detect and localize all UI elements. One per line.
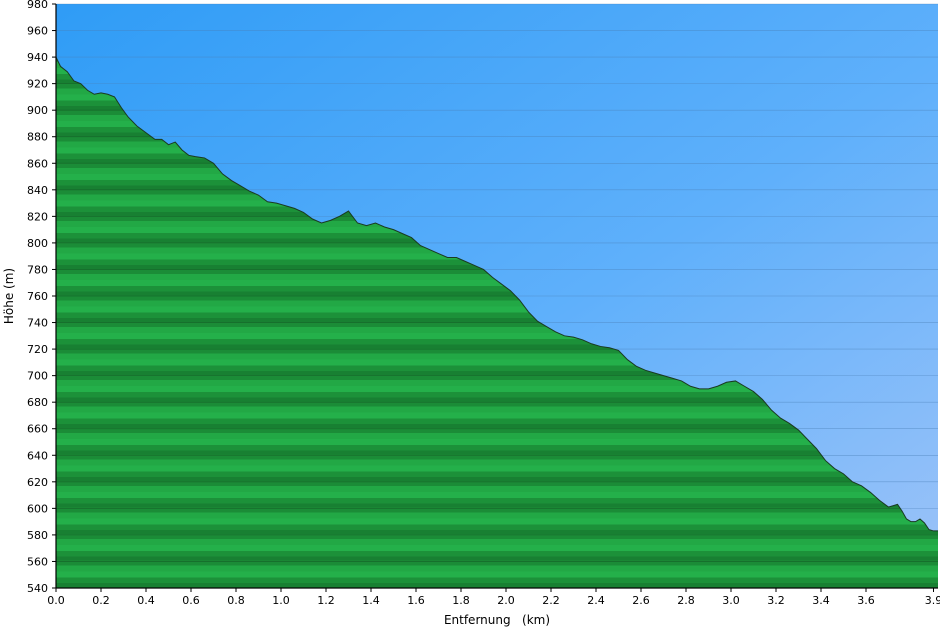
y-tick-label: 940 (27, 51, 48, 64)
y-tick-label: 740 (27, 317, 48, 330)
x-tick-label: 0.2 (92, 594, 110, 607)
x-tick-label: 1.8 (452, 594, 470, 607)
y-tick-label: 760 (27, 290, 48, 303)
y-tick-label: 980 (27, 0, 48, 11)
y-axis-ticks: 540 560 580 600 620 640 660 680 700 720 740 760 780 8… (27, 0, 56, 595)
x-axis-title: Entfernung (km) (444, 613, 550, 627)
x-tick-label: 2.8 (677, 594, 695, 607)
x-tick-label: 0.6 (182, 594, 200, 607)
y-tick-label: 640 (27, 449, 48, 462)
y-tick-label: 820 (27, 210, 48, 223)
y-tick-label: 720 (27, 343, 48, 356)
y-axis-title: Höhe (m) (2, 268, 16, 324)
x-tick-label: 1.4 (362, 594, 380, 607)
x-tick-label: 2.4 (587, 594, 605, 607)
y-tick-label: 860 (27, 157, 48, 170)
elevation-line (56, 56, 938, 532)
x-tick-label: 0.4 (137, 594, 155, 607)
x-tick-label: 2.2 (542, 594, 560, 607)
x-tick-label: 1.6 (407, 594, 425, 607)
x-axis-ticks: 0.0 0.2 0.4 0.6 0.8 1.0 1.2 1.4 1.6 1.8 2.0 2.2 2.4 2… (47, 588, 940, 607)
y-tick-label: 660 (27, 423, 48, 436)
y-tick-label: 800 (27, 237, 48, 250)
x-tick-label: 3.4 (812, 594, 830, 607)
y-tick-label: 960 (27, 25, 48, 38)
y-tick-label: 620 (27, 476, 48, 489)
x-tick-label: 1.0 (272, 594, 290, 607)
y-tick-label: 780 (27, 263, 48, 276)
x-tick-label: 3.2 (767, 594, 785, 607)
y-tick-label: 840 (27, 184, 48, 197)
x-tick-label: 1.2 (317, 594, 335, 607)
y-tick-label: 600 (27, 502, 48, 515)
x-tick-label: 3.9 (925, 594, 940, 607)
y-tick-label: 920 (27, 78, 48, 91)
y-tick-label: 900 (27, 104, 48, 117)
x-tick-label: 0.0 (47, 594, 65, 607)
x-tick-label: 3.0 (722, 594, 740, 607)
y-tick-label: 580 (27, 529, 48, 542)
y-tick-label: 880 (27, 131, 48, 144)
x-tick-label: 0.8 (227, 594, 245, 607)
x-tick-label: 2.0 (497, 594, 515, 607)
y-tick-label: 540 (27, 582, 48, 595)
y-tick-label: 560 (27, 555, 48, 568)
x-tick-label: 3.6 (857, 594, 875, 607)
y-tick-label: 680 (27, 396, 48, 409)
x-tick-label: 2.6 (632, 594, 650, 607)
y-tick-label: 700 (27, 370, 48, 383)
